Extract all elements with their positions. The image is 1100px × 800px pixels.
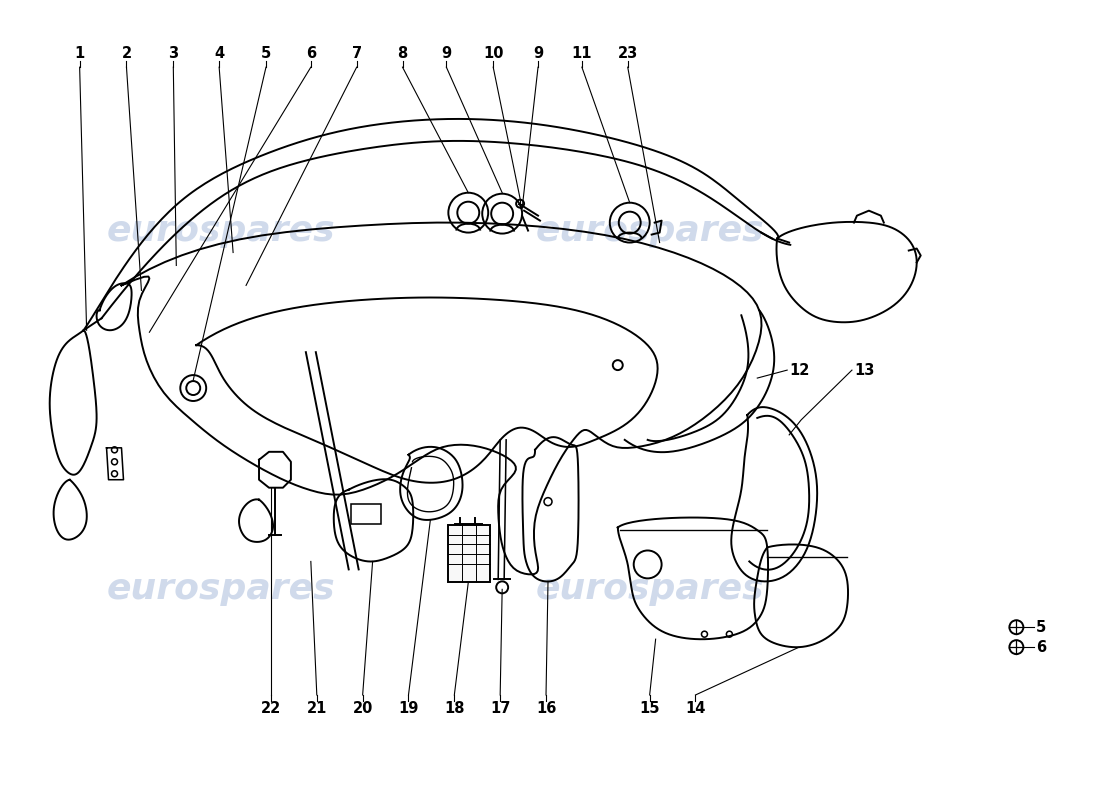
Circle shape	[111, 447, 118, 453]
Text: 9: 9	[441, 46, 451, 61]
Text: 16: 16	[536, 702, 557, 717]
Text: eurospares: eurospares	[536, 572, 764, 606]
Text: 13: 13	[854, 362, 874, 378]
Text: 14: 14	[685, 702, 706, 717]
Text: 6: 6	[1036, 640, 1046, 654]
Text: 7: 7	[352, 46, 362, 61]
Text: 9: 9	[534, 46, 543, 61]
Text: 4: 4	[214, 46, 224, 61]
Text: 5: 5	[261, 46, 271, 61]
Text: 1: 1	[75, 46, 85, 61]
Text: eurospares: eurospares	[536, 214, 764, 247]
Text: 3: 3	[168, 46, 178, 61]
Text: 15: 15	[639, 702, 660, 717]
Text: 2: 2	[121, 46, 132, 61]
Bar	[351, 504, 381, 523]
Text: 19: 19	[398, 702, 419, 717]
Text: 10: 10	[483, 46, 504, 61]
Circle shape	[111, 470, 118, 477]
Text: 12: 12	[789, 362, 810, 378]
Text: 21: 21	[307, 702, 327, 717]
Text: 11: 11	[572, 46, 592, 61]
Bar	[449, 525, 491, 582]
Text: eurospares: eurospares	[107, 214, 336, 247]
Text: 17: 17	[490, 702, 510, 717]
Text: 22: 22	[261, 702, 282, 717]
Text: 6: 6	[306, 46, 316, 61]
Text: eurospares: eurospares	[107, 572, 336, 606]
Text: 18: 18	[444, 702, 464, 717]
Circle shape	[111, 458, 118, 465]
Text: 20: 20	[352, 702, 373, 717]
Text: 8: 8	[397, 46, 408, 61]
Text: 5: 5	[1036, 620, 1046, 634]
Text: 23: 23	[617, 46, 638, 61]
